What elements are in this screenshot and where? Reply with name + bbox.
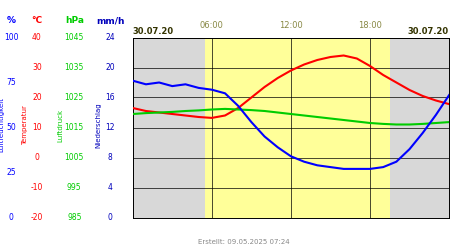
Text: 0: 0	[108, 213, 112, 222]
Text: 30: 30	[32, 63, 42, 72]
Text: 0: 0	[9, 213, 14, 222]
Text: 16: 16	[105, 93, 115, 102]
Bar	[205, 38, 390, 218]
Text: -20: -20	[31, 213, 43, 222]
Text: 18:00: 18:00	[358, 21, 382, 30]
Text: 75: 75	[6, 78, 16, 87]
Text: 30.07.20: 30.07.20	[408, 27, 449, 36]
Bar	[390, 38, 449, 218]
Text: 1005: 1005	[64, 153, 84, 162]
Text: mm/h: mm/h	[96, 16, 125, 25]
Text: Niederschlag: Niederschlag	[95, 102, 101, 148]
Text: 100: 100	[4, 33, 18, 42]
Text: Erstellt: 09.05.2025 07:24: Erstellt: 09.05.2025 07:24	[198, 239, 289, 245]
Text: 1045: 1045	[64, 33, 84, 42]
Text: Luftfeuchtigkeit: Luftfeuchtigkeit	[0, 98, 4, 152]
Text: °C: °C	[32, 16, 42, 25]
Text: 24: 24	[105, 33, 115, 42]
Text: 12:00: 12:00	[279, 21, 303, 30]
Text: 06:00: 06:00	[200, 21, 224, 30]
Text: 50: 50	[6, 123, 16, 132]
Text: 30.07.20: 30.07.20	[133, 27, 174, 36]
Text: -10: -10	[31, 183, 43, 192]
Bar	[133, 38, 205, 218]
Text: 12: 12	[105, 123, 115, 132]
Text: %: %	[7, 16, 16, 25]
Text: 1015: 1015	[65, 123, 84, 132]
Text: 20: 20	[32, 93, 42, 102]
Text: 0: 0	[35, 153, 39, 162]
Text: 20: 20	[105, 63, 115, 72]
Text: Temperatur: Temperatur	[22, 105, 28, 145]
Text: 1025: 1025	[65, 93, 84, 102]
Text: 995: 995	[67, 183, 81, 192]
Text: 4: 4	[108, 183, 112, 192]
Text: 10: 10	[32, 123, 42, 132]
Text: 1035: 1035	[64, 63, 84, 72]
Text: 40: 40	[32, 33, 42, 42]
Text: hPa: hPa	[65, 16, 84, 25]
Text: 8: 8	[108, 153, 112, 162]
Text: 25: 25	[6, 168, 16, 177]
Text: Luftdruck: Luftdruck	[58, 108, 64, 142]
Text: 985: 985	[67, 213, 81, 222]
